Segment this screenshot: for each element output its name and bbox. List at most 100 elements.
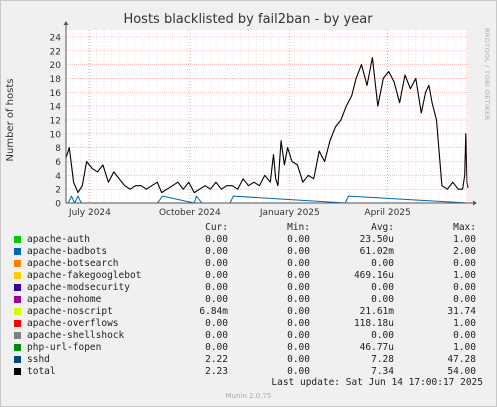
legend-cur: 2.22 bbox=[205, 354, 228, 365]
y-tick-label: 8 bbox=[55, 144, 61, 154]
series-layer bbox=[65, 57, 469, 204]
legend-avg: 7.28 bbox=[371, 354, 394, 365]
legend-swatch bbox=[14, 368, 21, 375]
legend-swatch bbox=[14, 344, 21, 351]
legend-min: 0.00 bbox=[287, 246, 310, 257]
x-tick-label: October 2024 bbox=[159, 208, 221, 218]
legend-max: 31.74 bbox=[447, 306, 476, 317]
header-avg: Avg: bbox=[371, 222, 394, 233]
legend-cur: 6.84m bbox=[199, 306, 228, 317]
header-min: Min: bbox=[287, 222, 310, 233]
legend-row-apache-shellshock: apache-shellshock 0.00 0.00 0.00 0.00 bbox=[10, 330, 492, 342]
legend-max: 0.00 bbox=[453, 294, 476, 305]
series-line-total bbox=[65, 57, 469, 194]
legend-cur: 0.00 bbox=[205, 234, 228, 245]
legend-row-apache-modsecurity: apache-modsecurity 0.00 0.00 0.00 0.00 bbox=[10, 282, 492, 294]
x-tick-label: April 2025 bbox=[364, 208, 410, 218]
legend-cur: 0.00 bbox=[205, 318, 228, 329]
legend-avg: 0.00 bbox=[371, 282, 394, 293]
legend-cur: 0.00 bbox=[205, 294, 228, 305]
last-update: Last update: Sat Jun 14 17:00:17 2025 bbox=[271, 377, 483, 388]
legend-swatch bbox=[14, 260, 21, 267]
y-tick-label: 20 bbox=[50, 61, 62, 71]
legend-name: total bbox=[27, 366, 56, 377]
legend-avg: 23.50u bbox=[359, 234, 394, 245]
legend-row-apache-nohome: apache-nohome 0.00 0.00 0.00 0.00 bbox=[10, 294, 492, 306]
legend-max: 1.00 bbox=[453, 342, 476, 353]
legend-swatch bbox=[14, 296, 21, 303]
munin-version: Munin 2.0.75 bbox=[225, 392, 272, 400]
y-tick-label: 0 bbox=[55, 200, 61, 210]
legend-cur: 2.23 bbox=[205, 366, 228, 377]
legend-max: 1.00 bbox=[453, 234, 476, 245]
legend-swatch bbox=[14, 320, 21, 327]
legend-row-php-url-fopen: php-url-fopen 0.00 0.00 46.77u 1.00 bbox=[10, 342, 492, 354]
legend-cur: 0.00 bbox=[205, 342, 228, 353]
legend-avg: 7.34 bbox=[371, 366, 394, 377]
legend-row-apache-botsearch: apache-botsearch 0.00 0.00 0.00 0.00 bbox=[10, 258, 492, 270]
legend-name: apache-auth bbox=[27, 234, 90, 245]
legend-row-sshd: sshd 2.22 0.00 7.28 47.28 bbox=[10, 354, 492, 366]
legend: Cur: Min: Avg: Max: apache-auth 0.00 0.00 2… bbox=[10, 222, 492, 378]
legend-cur: 0.00 bbox=[205, 246, 228, 257]
legend-name: sshd bbox=[27, 354, 50, 365]
legend-row-apache-noscript: apache-noscript 6.84m 0.00 21.61m 31.74 bbox=[10, 306, 492, 318]
legend-max: 2.00 bbox=[453, 246, 476, 257]
chart: Hosts blacklisted by fail2ban - by year … bbox=[5, 12, 491, 218]
legend-name: php-url-fopen bbox=[27, 342, 102, 353]
legend-min: 0.00 bbox=[287, 318, 310, 329]
rrdtool-watermark: RRDTOOL / TOBI OETIKER bbox=[483, 28, 491, 121]
series-line-sshd bbox=[66, 195, 469, 204]
legend-row-total: total 2.23 0.00 7.34 54.00 bbox=[10, 366, 492, 378]
legend-swatch bbox=[14, 308, 21, 315]
legend-swatch bbox=[14, 272, 21, 279]
legend-avg: 61.02m bbox=[359, 246, 394, 257]
legend-min: 0.00 bbox=[287, 282, 310, 293]
legend-min: 0.00 bbox=[287, 342, 310, 353]
y-tick-label: 24 bbox=[50, 33, 62, 43]
chart-title: Hosts blacklisted by fail2ban - by year bbox=[123, 12, 373, 27]
x-axis-arrow bbox=[473, 200, 477, 206]
legend-min: 0.00 bbox=[287, 258, 310, 269]
legend-name: apache-fakegooglebot bbox=[27, 270, 142, 281]
legend-row-apache-overflows: apache-overflows 0.00 0.00 118.18u 1.00 bbox=[10, 318, 492, 330]
legend-max: 47.28 bbox=[447, 354, 476, 365]
legend-max: 1.00 bbox=[453, 318, 476, 329]
legend-max: 1.00 bbox=[453, 270, 476, 281]
y-tick-label: 4 bbox=[55, 172, 61, 182]
legend-cur: 0.00 bbox=[205, 258, 228, 269]
legend-avg: 21.61m bbox=[359, 306, 394, 317]
y-tick-label: 22 bbox=[50, 47, 61, 57]
legend-swatch bbox=[14, 248, 21, 255]
legend-swatch bbox=[14, 332, 21, 339]
legend-cur: 0.00 bbox=[205, 282, 228, 293]
legend-name: apache-botsearch bbox=[27, 258, 119, 269]
y-tick-label: 10 bbox=[50, 130, 62, 140]
y-tick-label: 12 bbox=[50, 116, 61, 126]
y-tick-label: 14 bbox=[50, 103, 62, 113]
legend-max: 54.00 bbox=[447, 366, 476, 377]
plot-area bbox=[66, 30, 468, 203]
legend-swatch bbox=[14, 236, 21, 243]
legend-avg: 46.77u bbox=[359, 342, 394, 353]
legend-min: 0.00 bbox=[287, 270, 310, 281]
legend-cur: 0.00 bbox=[205, 330, 228, 341]
legend-min: 0.00 bbox=[287, 234, 310, 245]
legend-rows: apache-auth 0.00 0.00 23.50u 1.00 apache-badb… bbox=[10, 234, 492, 378]
x-tick-label: July 2024 bbox=[68, 208, 111, 218]
legend-swatch bbox=[14, 284, 21, 291]
legend-min: 0.00 bbox=[287, 366, 310, 377]
legend-min: 0.00 bbox=[287, 294, 310, 305]
legend-max: 0.00 bbox=[453, 258, 476, 269]
legend-header: Cur: Min: Avg: Max: bbox=[10, 222, 492, 234]
legend-avg: 469.16u bbox=[353, 270, 394, 281]
header-cur: Cur: bbox=[205, 222, 228, 233]
y-tick-label: 2 bbox=[55, 186, 61, 196]
legend-row-apache-auth: apache-auth 0.00 0.00 23.50u 1.00 bbox=[10, 234, 492, 246]
legend-name: apache-overflows bbox=[27, 318, 119, 329]
legend-avg: 0.00 bbox=[371, 294, 394, 305]
legend-min: 0.00 bbox=[287, 330, 310, 341]
legend-avg: 0.00 bbox=[371, 330, 394, 341]
legend-name: apache-modsecurity bbox=[27, 282, 130, 293]
